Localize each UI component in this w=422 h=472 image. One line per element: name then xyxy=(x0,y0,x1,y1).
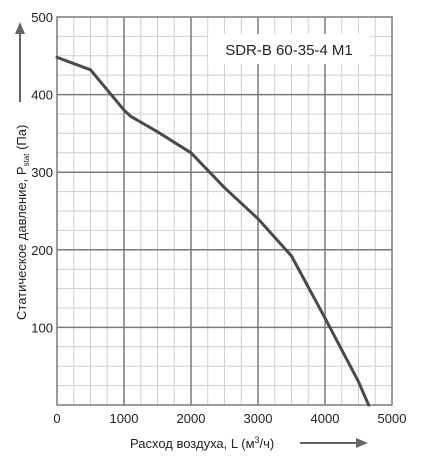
x-axis-title-main: Расход воздуха, L (м xyxy=(130,436,255,451)
x-tick-label: 0 xyxy=(53,411,60,426)
x-axis-title-end: /ч) xyxy=(260,436,275,451)
x-axis-arrow-head xyxy=(356,438,368,448)
grid xyxy=(57,17,392,405)
chart-title: SDR-B 60-35-4 M1 xyxy=(225,42,353,59)
x-tick-label: 1000 xyxy=(110,411,139,426)
y-axis-title: Статическое давление, Pstat (Па) xyxy=(14,125,31,320)
y-axis-title-main: Статическое давление, P xyxy=(14,166,29,320)
y-axis-title-sub: stat xyxy=(22,153,31,167)
y-tick-labels: 100 200 300 400 500 xyxy=(31,10,53,335)
plot-frame xyxy=(56,16,393,406)
x-tick-labels: 0 1000 2000 3000 4000 5000 xyxy=(53,411,406,426)
y-axis-arrow-head xyxy=(15,22,25,34)
y-tick-label: 100 xyxy=(31,320,53,335)
x-axis-title-sup: 3 xyxy=(255,435,260,445)
x-tick-label: 5000 xyxy=(378,411,407,426)
x-tick-label: 4000 xyxy=(311,411,340,426)
y-tick-label: 500 xyxy=(31,10,53,25)
y-tick-label: 300 xyxy=(31,165,53,180)
series-line-1 xyxy=(55,55,371,407)
model-label-box xyxy=(208,34,370,64)
series-layer xyxy=(55,55,371,407)
y-axis-title-end: (Па) xyxy=(14,125,29,154)
x-tick-label: 3000 xyxy=(244,411,273,426)
y-tick-label: 200 xyxy=(31,243,53,258)
x-axis-title: Расход воздуха, L (м3/ч) xyxy=(130,435,274,451)
x-tick-label: 2000 xyxy=(177,411,206,426)
y-tick-label: 400 xyxy=(31,88,53,103)
plot-border xyxy=(56,16,393,406)
